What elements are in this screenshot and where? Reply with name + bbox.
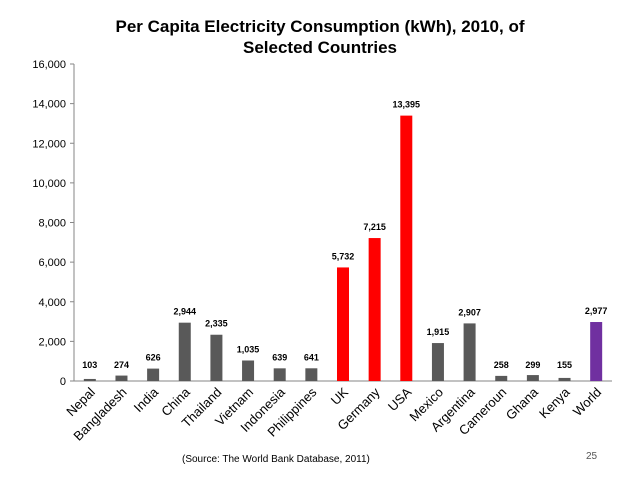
value-label: 7,215 — [363, 222, 386, 232]
data-labels: 103 274 626 2,944 2,335 1,035 639 641 5,732 7,215… — [82, 100, 607, 370]
chart-title-line-2: Selected Countries — [243, 38, 397, 57]
value-label: 5,732 — [332, 251, 355, 261]
bar — [242, 360, 255, 381]
x-tick-label: India — [131, 384, 162, 415]
y-tick-label: 4,000 — [38, 297, 66, 309]
bar — [337, 267, 349, 381]
bar-series — [83, 115, 603, 381]
value-label: 13,395 — [393, 100, 421, 110]
value-label: 2,977 — [585, 306, 608, 316]
source-citation: (Source: The World Bank Database, 2011) — [182, 454, 370, 465]
value-label: 2,335 — [205, 319, 228, 329]
bar — [83, 378, 96, 381]
y-tick-label: 2,000 — [38, 336, 66, 348]
bar — [400, 115, 413, 381]
bar — [210, 334, 223, 381]
chart-title-line-1: Per Capita Electricity Consumption (kWh)… — [115, 17, 525, 36]
bar — [463, 323, 476, 381]
y-tick-label: 14,000 — [32, 99, 66, 111]
value-label: 274 — [114, 360, 129, 370]
value-label: 258 — [494, 360, 509, 370]
value-label: 641 — [304, 352, 319, 362]
value-label: 1,035 — [237, 344, 260, 354]
value-label: 299 — [525, 360, 540, 370]
y-tick-label: 12,000 — [32, 138, 66, 150]
bar — [558, 377, 571, 381]
y-tick-label: 10,000 — [32, 178, 66, 190]
bar — [178, 322, 191, 381]
value-label: 639 — [272, 352, 287, 362]
y-tick-label: 8,000 — [38, 218, 66, 230]
x-tick-label: Kenya — [536, 384, 573, 421]
bar — [495, 375, 508, 381]
y-axis-tick-labels: 0 2,000 4,000 6,000 8,000 10,000 12,000 14,000 1… — [32, 59, 66, 388]
value-label: 103 — [82, 360, 97, 370]
y-tick-label: 0 — [60, 376, 66, 388]
value-label: 1,915 — [427, 327, 450, 337]
chart-title: Per Capita Electricity Consumption (kWh)… — [60, 16, 580, 58]
value-label: 626 — [146, 353, 161, 363]
value-label: 2,944 — [173, 307, 196, 317]
bar — [273, 368, 286, 381]
bar — [305, 368, 318, 381]
x-tick-label: World — [570, 385, 604, 419]
page-number: 25 — [586, 451, 598, 462]
x-tick-label: Ghana — [503, 384, 542, 423]
value-label: 2,907 — [458, 307, 481, 317]
y-tick-label: 6,000 — [38, 257, 66, 269]
bar — [526, 375, 539, 381]
x-tick-label: UK — [328, 384, 352, 408]
bar — [368, 238, 381, 381]
bar — [590, 322, 603, 381]
y-tick-label: 16,000 — [32, 59, 66, 71]
value-label: 155 — [557, 360, 572, 370]
bar — [147, 368, 160, 381]
bar — [431, 343, 444, 381]
bar — [115, 375, 128, 381]
